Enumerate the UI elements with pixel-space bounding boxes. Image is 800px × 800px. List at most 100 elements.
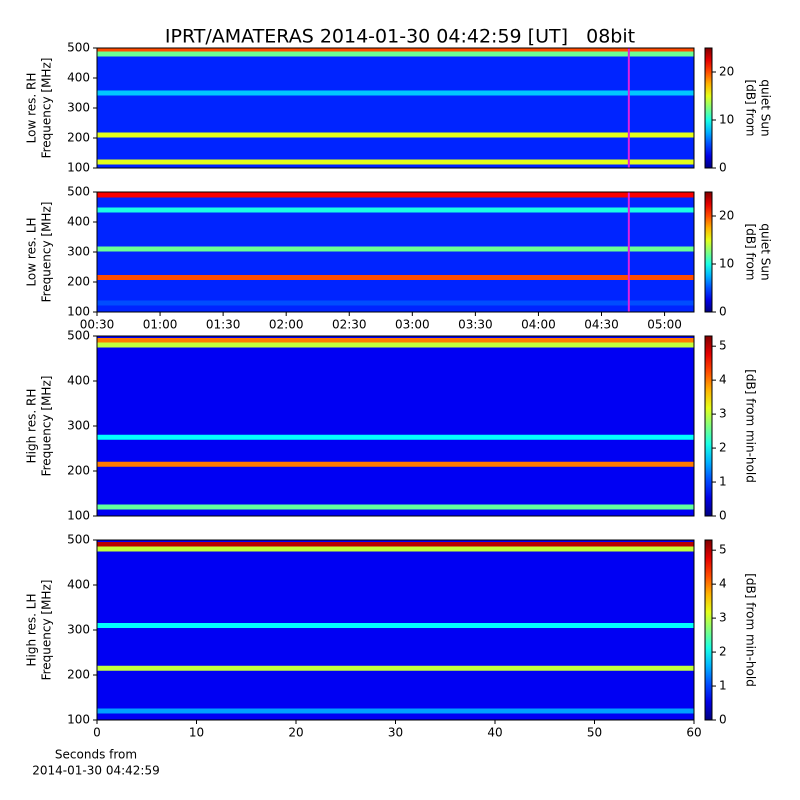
band <box>97 48 694 54</box>
colorbar-tick-label: 0 <box>719 305 727 319</box>
y-axis-label: Low res. LH <box>25 217 39 286</box>
colorbar-label: quiet Sun <box>759 223 773 280</box>
colorbar-tick-label: 0 <box>719 713 727 727</box>
colorbar-label: quiet Sun <box>759 79 773 136</box>
y-axis-label: High res. LH <box>25 593 39 666</box>
colorbar <box>704 335 713 517</box>
band <box>97 546 694 552</box>
colorbar-tick-label: 4 <box>719 373 727 387</box>
colorbar-tick-label: 5 <box>719 339 727 353</box>
y-tick-label: 500 <box>67 329 90 343</box>
y-axis-label: High res. RH <box>25 389 39 464</box>
y-tick-label: 100 <box>67 713 90 727</box>
spectrogram-background <box>97 540 694 720</box>
band <box>97 275 694 280</box>
y-tick-label: 400 <box>67 215 90 229</box>
y-axis-label: Frequency [MHz] <box>40 580 54 681</box>
x-tick-label: 60 <box>686 726 701 740</box>
band <box>97 708 694 714</box>
x-tick-label: 0 <box>93 726 101 740</box>
x-tick-label: 02:30 <box>332 318 367 332</box>
x-tick-label: 05:00 <box>647 318 682 332</box>
x-tick-label: 04:30 <box>584 318 619 332</box>
colorbar <box>704 539 713 721</box>
x-axis-label: Seconds from <box>55 748 137 762</box>
colorbar <box>704 47 713 169</box>
colorbar-tick-label: 4 <box>719 577 727 591</box>
y-tick-label: 100 <box>67 509 90 523</box>
y-axis-label: Frequency [MHz] <box>40 58 54 159</box>
y-tick-label: 500 <box>67 533 90 547</box>
y-tick-label: 300 <box>67 419 90 433</box>
band <box>97 159 694 165</box>
x-tick-label: 20 <box>288 726 303 740</box>
y-tick-label: 200 <box>67 131 90 145</box>
band <box>97 504 694 510</box>
colorbar-tick-label: 1 <box>719 475 727 489</box>
x-tick-label: 10 <box>189 726 204 740</box>
x-tick-label: 03:30 <box>458 318 493 332</box>
colorbar-tick-label: 3 <box>719 611 727 625</box>
band <box>97 246 694 252</box>
x-tick-label: 02:00 <box>269 318 304 332</box>
y-tick-label: 100 <box>67 161 90 175</box>
band <box>97 342 694 348</box>
x-tick-label: 50 <box>587 726 602 740</box>
y-tick-label: 200 <box>67 464 90 478</box>
x-tick-label: 00:30 <box>80 318 115 332</box>
colorbar-label: [dB] from <box>744 80 758 137</box>
band <box>97 461 694 467</box>
band <box>97 338 694 343</box>
band <box>97 192 694 198</box>
y-tick-label: 400 <box>67 578 90 592</box>
band <box>97 51 694 57</box>
x-tick-label: 01:30 <box>206 318 241 332</box>
y-tick-label: 400 <box>67 71 90 85</box>
y-tick-label: 200 <box>67 668 90 682</box>
colorbar-label: [dB] from min-hold <box>744 573 758 687</box>
x-axis-label: 2014-01-30 04:42:59 <box>32 764 159 778</box>
colorbar-tick-label: 20 <box>719 65 734 79</box>
band <box>97 300 694 306</box>
band <box>97 434 694 440</box>
band <box>97 665 694 671</box>
y-tick-label: 300 <box>67 245 90 259</box>
y-axis-label: Frequency [MHz] <box>40 376 54 477</box>
band <box>97 207 694 213</box>
colorbar-label: [dB] from min-hold <box>744 369 758 483</box>
colorbar-tick-label: 10 <box>719 257 734 271</box>
colorbar-tick-label: 10 <box>719 113 734 127</box>
spectrogram-background <box>97 48 694 168</box>
y-axis-label: Low res. RH <box>25 73 39 144</box>
y-tick-label: 400 <box>67 374 90 388</box>
y-tick-label: 300 <box>67 101 90 115</box>
x-tick-label: 03:00 <box>395 318 430 332</box>
band <box>97 90 694 96</box>
colorbar-tick-label: 1 <box>719 679 727 693</box>
colorbar-tick-label: 5 <box>719 543 727 557</box>
x-tick-label: 40 <box>487 726 502 740</box>
colorbar-tick-label: 0 <box>719 509 727 523</box>
y-tick-label: 300 <box>67 623 90 637</box>
y-tick-label: 200 <box>67 275 90 289</box>
y-axis-label: Frequency [MHz] <box>40 202 54 303</box>
spectrogram-background <box>97 336 694 516</box>
colorbar-tick-label: 0 <box>719 161 727 175</box>
colorbar-tick-label: 2 <box>719 645 727 659</box>
band <box>97 623 694 628</box>
band <box>97 542 694 547</box>
x-tick-label: 01:00 <box>143 318 178 332</box>
y-tick-label: 500 <box>67 185 90 199</box>
chart-title: IPRT/AMATERAS 2014-01-30 04:42:59 [UT] 0… <box>165 26 635 48</box>
colorbar-tick-label: 2 <box>719 441 727 455</box>
colorbar <box>704 191 713 313</box>
colorbar-tick-label: 3 <box>719 407 727 421</box>
x-tick-label: 30 <box>388 726 403 740</box>
colorbar-label: [dB] from <box>744 224 758 281</box>
y-tick-label: 500 <box>67 41 90 55</box>
band <box>97 132 694 138</box>
x-tick-label: 04:00 <box>521 318 556 332</box>
y-tick-label: 100 <box>67 305 90 319</box>
colorbar-tick-label: 20 <box>719 209 734 223</box>
